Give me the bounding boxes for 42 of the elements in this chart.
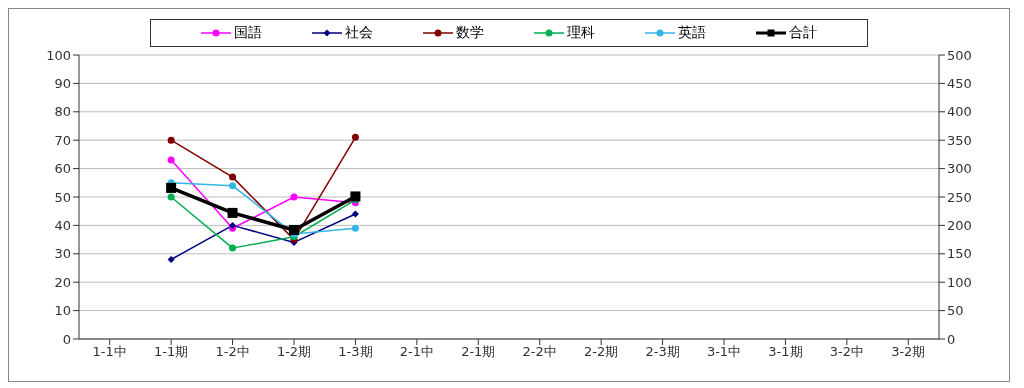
y2-tick-label: 150 xyxy=(947,246,972,262)
legend-label: 英語 xyxy=(678,24,706,42)
y-tick-label: 80 xyxy=(54,104,71,120)
y-tick-label: 10 xyxy=(54,303,71,319)
x-tick-label: 1-2期 xyxy=(276,344,312,360)
y2-tick-label: 100 xyxy=(947,274,972,290)
x-tick-label: 3-1中 xyxy=(706,344,742,360)
y2-tick-label: 400 xyxy=(947,104,972,120)
y-tick-label: 50 xyxy=(54,189,71,205)
x-tick-label: 1-1中 xyxy=(92,344,127,360)
y-tick-label: 20 xyxy=(54,274,71,290)
y2-tick-label: 0 xyxy=(947,331,956,347)
legend-label: 国語 xyxy=(234,24,262,42)
y-tick-label: 30 xyxy=(54,246,71,262)
legend-label: 理科 xyxy=(567,24,595,42)
y-tick-label: 70 xyxy=(54,132,71,148)
x-tick-label: 1-2中 xyxy=(215,344,250,360)
x-tick-label: 2-2中 xyxy=(522,344,557,360)
y-tick-label: 40 xyxy=(54,218,71,234)
x-tick-label: 2-2期 xyxy=(584,344,619,360)
y-tick-label: 100 xyxy=(46,47,71,63)
y-tick-label: 90 xyxy=(54,76,71,92)
x-tick-label: 1-3期 xyxy=(338,344,373,360)
y-tick-label: 60 xyxy=(54,161,71,177)
y2-tick-label: 500 xyxy=(947,47,972,63)
y2-tick-label: 350 xyxy=(947,132,972,148)
y2-tick-label: 450 xyxy=(947,76,972,92)
x-tick-label: 3-2中 xyxy=(829,344,864,360)
y2-tick-label: 50 xyxy=(947,303,964,319)
x-tick-label: 3-2期 xyxy=(891,344,926,360)
legend-label: 合計 xyxy=(789,24,817,42)
y2-tick-label: 200 xyxy=(947,218,972,234)
legend-label: 数学 xyxy=(456,24,484,42)
x-tick-label: 2-3期 xyxy=(645,344,680,360)
legend-label: 社会 xyxy=(345,24,373,42)
x-tick-label: 2-1期 xyxy=(461,344,496,360)
x-tick-label: 1-1期 xyxy=(154,344,189,360)
y2-tick-label: 250 xyxy=(947,189,972,205)
y2-tick-label: 300 xyxy=(947,161,972,177)
x-tick-label: 3-1期 xyxy=(768,344,803,360)
y-tick-label: 0 xyxy=(62,331,71,347)
x-tick-label: 2-1中 xyxy=(399,344,434,360)
